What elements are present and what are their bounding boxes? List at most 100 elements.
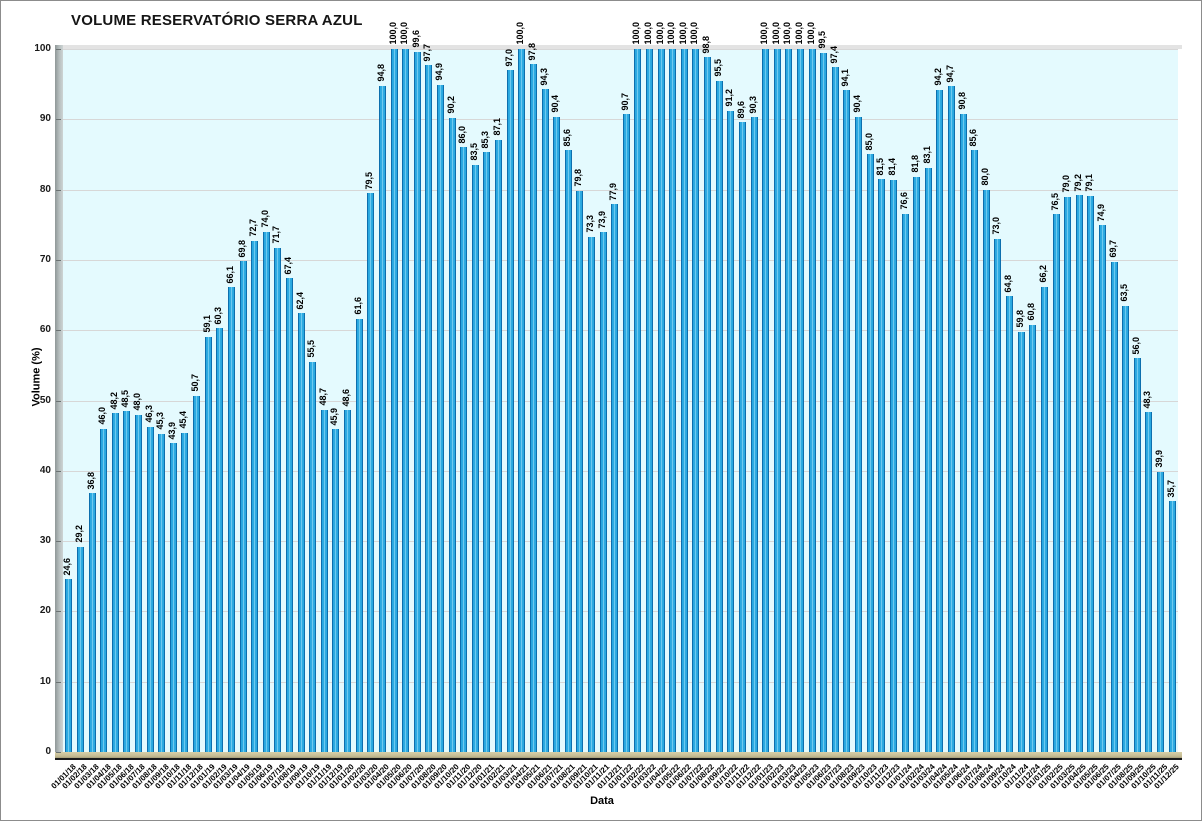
- bar-value-label: 73,0: [991, 217, 1002, 235]
- bar-value-label: 98,8: [701, 35, 712, 54]
- bar-value-label: 87,1: [492, 118, 503, 136]
- bar: [1099, 225, 1106, 752]
- bar-value-label: 74,0: [259, 210, 270, 228]
- bar: [88, 493, 96, 752]
- y-tick-mark: [56, 330, 61, 332]
- bar: [634, 49, 642, 752]
- bar: [1040, 286, 1048, 752]
- bar-value-label: 100,0: [805, 22, 816, 45]
- bar-value-label: 79,8: [573, 169, 584, 188]
- gridline: [63, 119, 1178, 121]
- bar: [100, 428, 108, 752]
- bar-value-label: 100,0: [689, 22, 700, 45]
- bar-value-label: 72,7: [248, 219, 259, 237]
- bar: [425, 65, 433, 752]
- bar: [1133, 358, 1141, 752]
- bar: [971, 150, 979, 752]
- bar-value-label: 29,2: [73, 525, 84, 543]
- bar: [297, 313, 305, 752]
- bar: [669, 49, 677, 752]
- bar-value-label: 94,1: [840, 68, 851, 87]
- bar: [448, 117, 456, 752]
- bar: [646, 49, 654, 752]
- bar-value-label: 94,3: [538, 67, 549, 86]
- bar-value-label: 55,5: [306, 340, 317, 358]
- bar: [622, 114, 630, 752]
- bar-value-label: 79,0: [1061, 175, 1072, 193]
- bar-value-label: 97,4: [828, 45, 839, 64]
- y-tick-label: 50: [39, 394, 51, 406]
- bar-value-label: 59,8: [1014, 310, 1025, 328]
- bar-value-label: 59,1: [201, 315, 212, 333]
- bar: [274, 247, 282, 752]
- bar-value-label: 81,8: [910, 155, 921, 173]
- bar: [227, 287, 235, 752]
- bar: [750, 117, 758, 752]
- bar-value-label: 100,0: [770, 22, 781, 45]
- gridline: [63, 541, 1178, 543]
- bar: [1006, 296, 1014, 752]
- bar: [889, 179, 897, 752]
- plot-floor: [55, 752, 1182, 758]
- bar-value-label: 63,5: [1119, 284, 1130, 302]
- bar-value-label: 48,7: [317, 388, 328, 406]
- bar-value-label: 77,9: [608, 182, 619, 201]
- bar-value-label: 43,9: [166, 421, 177, 440]
- plot-left-wall: [55, 45, 63, 759]
- bar: [495, 139, 503, 752]
- bar-value-label: 62,4: [294, 291, 305, 310]
- bar-value-label: 81,5: [875, 157, 886, 176]
- bar: [1029, 324, 1037, 752]
- bar-value-label: 76,6: [898, 191, 909, 210]
- bar-value-label: 100,0: [794, 22, 805, 45]
- y-tick-mark: [56, 681, 61, 683]
- bar-value-label: 60,3: [213, 306, 224, 325]
- bar-value-label: 99,6: [410, 30, 421, 48]
- bar: [843, 90, 851, 752]
- bar: [169, 443, 177, 752]
- y-tick-mark: [56, 541, 61, 543]
- bar-value-label: 46,3: [143, 404, 154, 423]
- bar-value-label: 45,9: [329, 407, 340, 426]
- bar-value-label: 85,0: [863, 132, 874, 151]
- y-tick-mark: [56, 119, 61, 121]
- bar: [808, 49, 816, 752]
- bar: [1110, 262, 1118, 752]
- bar: [76, 546, 84, 752]
- bar: [460, 147, 468, 752]
- bar: [378, 85, 386, 752]
- bar-value-label: 73,9: [596, 210, 607, 229]
- bar: [831, 67, 839, 752]
- bar-value-label: 94,7: [945, 64, 956, 83]
- bar: [820, 52, 828, 752]
- bar: [727, 110, 735, 752]
- gridline: [63, 400, 1178, 402]
- bar-value-label: 90,4: [852, 94, 863, 113]
- bar: [982, 189, 990, 752]
- bar: [541, 89, 549, 752]
- bar: [773, 49, 781, 752]
- bar: [262, 231, 270, 752]
- bar-value-label: 94,9: [433, 63, 444, 81]
- bar: [1017, 331, 1025, 752]
- bar: [111, 413, 119, 752]
- bar: [204, 336, 212, 752]
- bar-value-label: 45,3: [155, 412, 166, 430]
- bar-value-label: 60,8: [1026, 303, 1037, 321]
- bar-value-label: 83,1: [921, 146, 932, 164]
- bar-value-label: 48,6: [341, 388, 352, 407]
- bar-value-label: 89,6: [735, 100, 746, 119]
- bar-value-label: 97,0: [503, 48, 514, 67]
- gridline: [63, 611, 1178, 613]
- bar: [1122, 305, 1130, 752]
- y-tick-mark: [56, 752, 61, 753]
- y-tick-mark: [56, 259, 61, 261]
- bar-value-label: 64,8: [1003, 274, 1014, 293]
- bar-value-label: 100,0: [643, 22, 654, 45]
- bar-value-label: 100,0: [759, 22, 770, 45]
- bar: [680, 49, 688, 752]
- y-axis-title: Volume (%): [30, 347, 43, 407]
- bar: [1052, 214, 1060, 752]
- gridline: [63, 681, 1178, 683]
